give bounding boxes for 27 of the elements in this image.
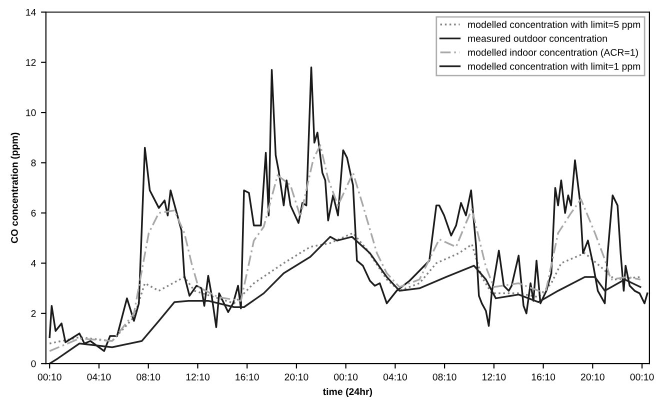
y-tick-label: 12 <box>26 59 36 66</box>
y-tick-label: 4 <box>31 260 36 267</box>
x-tick-label: 20:10 <box>284 374 308 380</box>
legend-label: modelled concentration with limit=5 ppm <box>468 20 640 30</box>
y-tick-label: 14 <box>26 8 36 16</box>
y-tick-label: 10 <box>26 109 36 116</box>
x-tick-label: 00:10 <box>38 374 62 380</box>
x-tick-label: 16:10 <box>236 374 259 380</box>
y-tick-label: 0 <box>31 360 36 368</box>
y-tick-label: 2 <box>31 310 36 317</box>
y-tick-label: 6 <box>31 210 36 217</box>
x-tick-label: 04:10 <box>87 374 111 380</box>
x-tick-label: 12:10 <box>482 374 506 380</box>
x-tick-label: 04:10 <box>383 374 407 380</box>
x-tick-label: 16:10 <box>532 374 556 380</box>
legend-label: measured outdoor concentration <box>468 34 607 42</box>
legend-label: modelled concentration with limit=1 ppm <box>468 62 640 72</box>
y-tick-label: 8 <box>31 159 36 166</box>
x-tick-label: 00:10 <box>630 374 654 380</box>
x-tick-label: 08:10 <box>432 374 456 380</box>
x-tick-label: 20:10 <box>580 374 604 380</box>
y-axis-title: CO concentration (ppm) <box>10 132 20 244</box>
legend-label: modelled indoor concentration (ACR=1) <box>468 48 638 58</box>
x-tick-label: 08:10 <box>136 374 160 380</box>
x-tick-label: 12:10 <box>186 374 210 380</box>
x-axis-title: time (24hr) <box>322 388 372 398</box>
x-tick-label: 00:10 <box>334 374 358 380</box>
